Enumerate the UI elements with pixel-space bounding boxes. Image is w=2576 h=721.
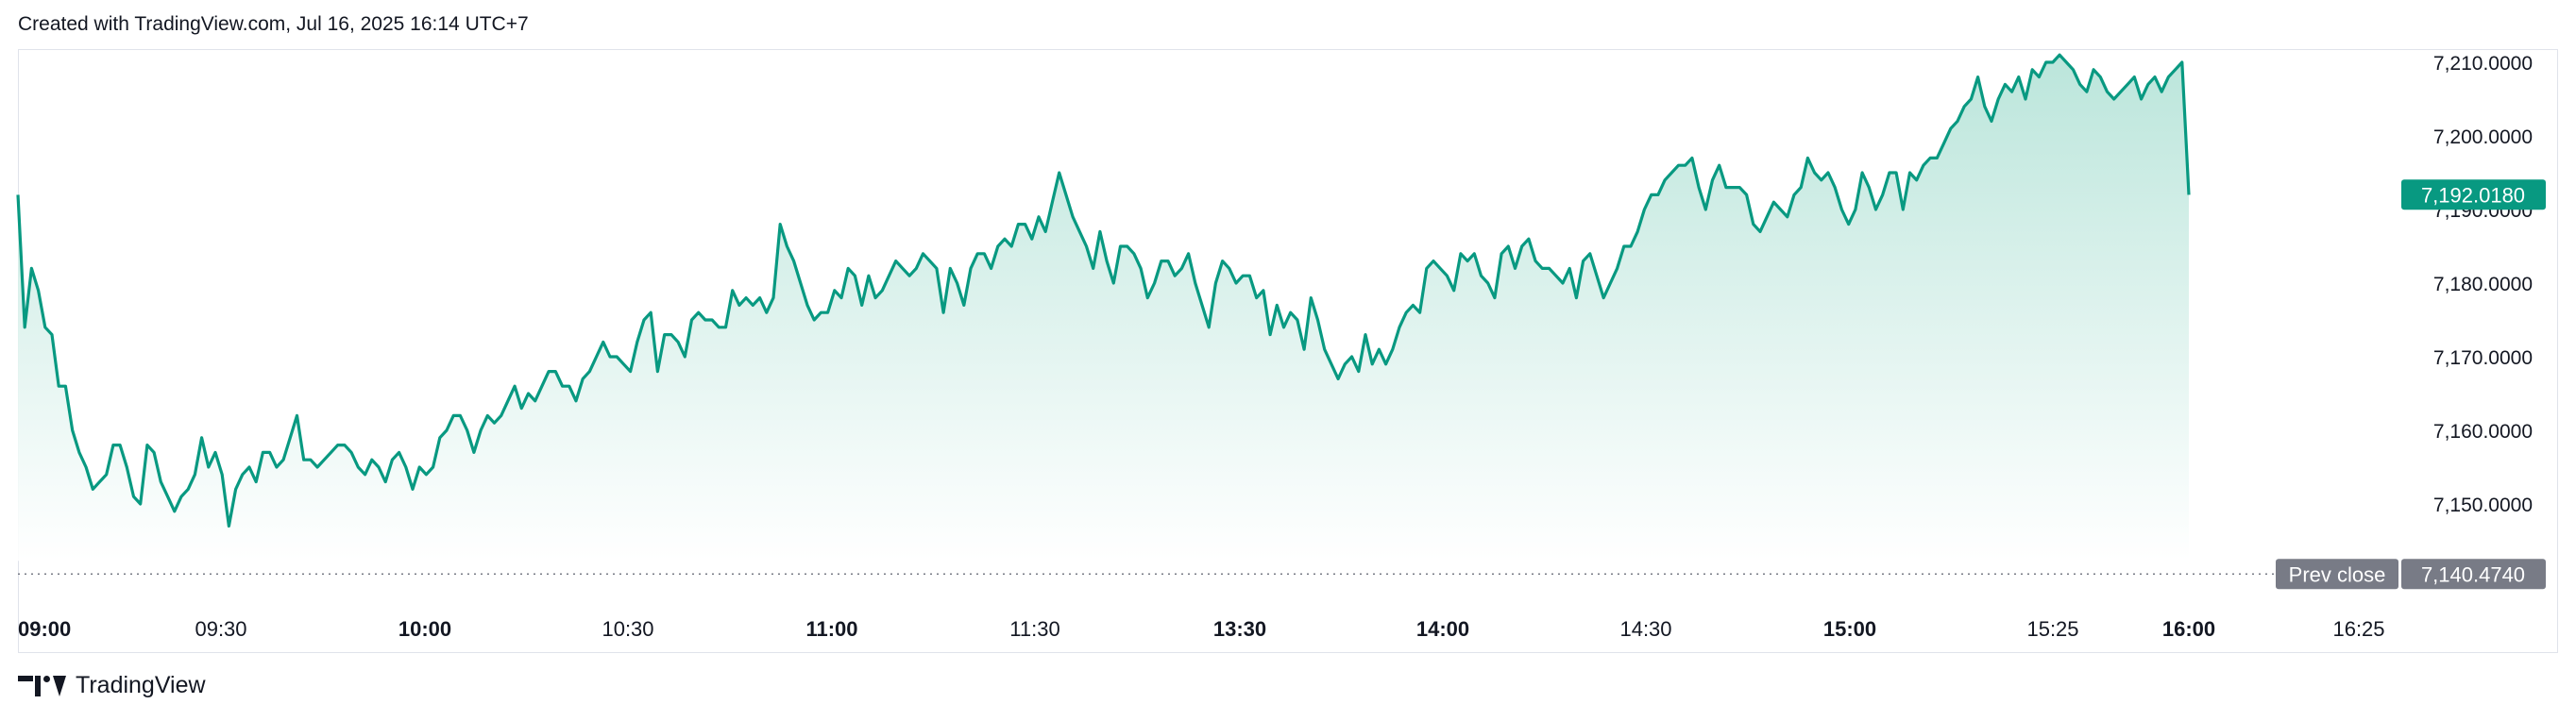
x-axis[interactable]: 09:00 09:30 10:00 10:30 11:00 11:30 13:30 14:00… bbox=[18, 617, 2385, 641]
price-labels: 7,192.0180 Prev close 7,140.4740 bbox=[2276, 179, 2546, 590]
x-tick-label: 11:00 bbox=[805, 617, 857, 641]
x-tick-label: 10:00 bbox=[398, 617, 451, 641]
x-tick-label: 11:30 bbox=[1009, 617, 1059, 641]
prev-close-value: 7,140.4740 bbox=[2421, 562, 2525, 586]
last-price-badge bbox=[2401, 179, 2546, 210]
x-tick-label: 14:30 bbox=[1619, 617, 1671, 641]
x-tick-label: 13:30 bbox=[1213, 617, 1266, 641]
price-area-fill bbox=[18, 55, 2189, 562]
tradingview-logo-icon bbox=[18, 675, 66, 696]
footer-brand[interactable]: TradingView bbox=[18, 672, 206, 699]
last-price-label: 7,192.0180 bbox=[2421, 183, 2525, 207]
y-tick-label: 7,160.0000 bbox=[2433, 421, 2533, 443]
y-tick-label: 7,180.0000 bbox=[2433, 274, 2533, 295]
y-tick-label: 7,150.0000 bbox=[2433, 495, 2533, 516]
x-tick-label: 09:30 bbox=[195, 617, 246, 641]
brand-name: TradingView bbox=[76, 672, 206, 698]
x-tick-label: 16:25 bbox=[2332, 617, 2384, 641]
y-tick-label: 7,170.0000 bbox=[2433, 347, 2533, 369]
x-tick-label: 10:30 bbox=[602, 617, 653, 641]
prev-close-title: Prev close bbox=[2289, 562, 2386, 586]
price-line bbox=[16, 53, 2191, 528]
line-layer bbox=[16, 53, 2191, 528]
x-tick-label: 16:00 bbox=[2162, 617, 2215, 641]
prev-close-value-badge bbox=[2401, 559, 2546, 590]
x-tick-label: 09:00 bbox=[18, 617, 71, 641]
y-tick-label: 7,210.0000 bbox=[2433, 53, 2533, 75]
x-tick-label: 15:25 bbox=[2026, 617, 2078, 641]
x-tick-label: 14:00 bbox=[1416, 617, 1469, 641]
chart-header: Created with TradingView.com, Jul 16, 20… bbox=[18, 13, 529, 35]
prev-close-title-badge bbox=[2276, 559, 2398, 590]
x-tick-label: 15:00 bbox=[1823, 617, 1876, 641]
area-layer bbox=[18, 55, 2189, 562]
y-axis[interactable]: 7,150.0000 7,160.0000 7,170.0000 7,180.0000… bbox=[2433, 53, 2533, 516]
y-tick-label: 7,200.0000 bbox=[2433, 126, 2533, 148]
